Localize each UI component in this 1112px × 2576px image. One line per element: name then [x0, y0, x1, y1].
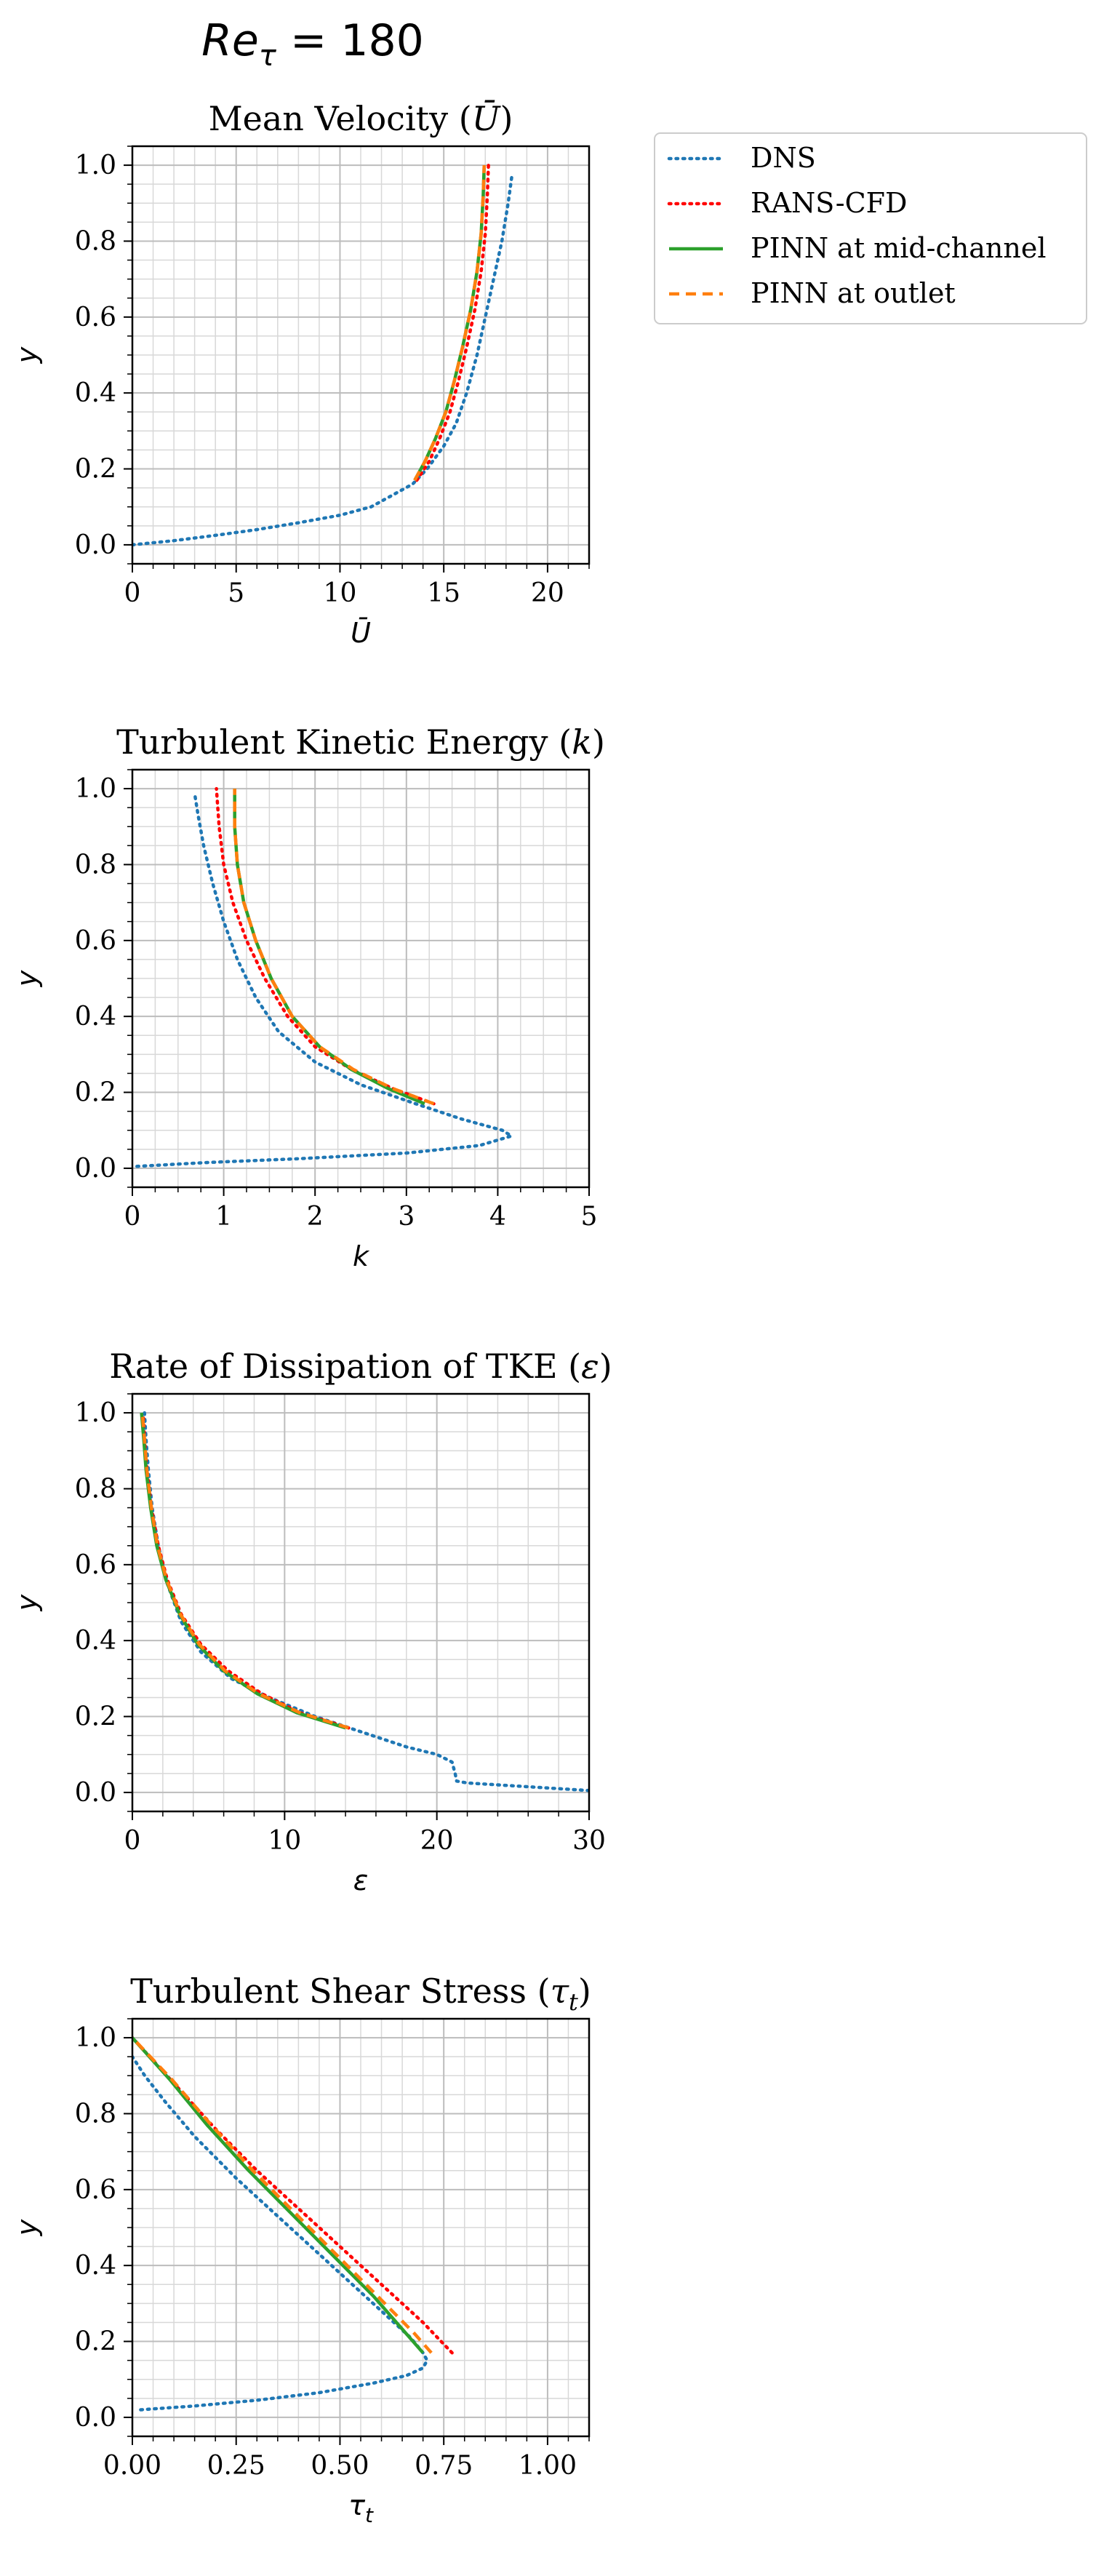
x-axis-label: τt — [348, 2489, 374, 2527]
y-tick-label: 1.0 — [75, 774, 116, 804]
legend-label-4: PINN at outlet — [751, 277, 956, 309]
x-tick-label: 5 — [581, 1202, 598, 1232]
series-layer — [135, 786, 513, 1168]
x-tick-label: 5 — [228, 578, 244, 608]
y-tick-label: 0.6 — [75, 303, 116, 332]
legend-label-1: DNS — [751, 142, 816, 174]
y-tick-label: 0.4 — [75, 1626, 116, 1656]
legend: DNS RANS-CFD PINN at mid-channel PINN at ou… — [654, 132, 1087, 324]
series-line-dns — [132, 171, 514, 547]
series-line-dns — [143, 1411, 589, 1793]
x-tick-label: 10 — [324, 578, 357, 608]
y-axis-label: y — [11, 2219, 43, 2236]
series-line-pinn-at-outlet — [132, 2036, 433, 2354]
x-axis-label: Ū — [351, 617, 371, 649]
chart-title: Turbulent Kinetic Energy (k) — [116, 722, 605, 762]
axes-frame — [131, 768, 591, 1189]
y-tick-label: 0.6 — [75, 1550, 116, 1580]
y-tick-label: 0.2 — [75, 1702, 116, 1732]
x-tick-label: 30 — [572, 1826, 606, 1856]
x-tick-label: 0 — [124, 578, 141, 608]
x-tick-label: 1.00 — [519, 2451, 577, 2481]
y-tick-label: 0.2 — [75, 455, 116, 485]
x-axis-label: ε — [353, 1865, 369, 1897]
minor-gridlines — [127, 2018, 590, 2441]
legend-label-3: PINN at mid-channel — [751, 232, 1047, 264]
series-line-dns — [135, 791, 513, 1168]
y-tick-label: 0.6 — [75, 926, 116, 956]
y-tick-label: 0.8 — [75, 226, 116, 256]
x-tick-label: 15 — [427, 578, 460, 608]
x-tick-label: 0 — [124, 1826, 141, 1856]
axes-frame — [131, 1392, 591, 1813]
x-tick-label: 0.50 — [311, 2451, 369, 2481]
axes-frame — [131, 2017, 591, 2438]
chart-title: Rate of Dissipation of TKE (ε) — [109, 1347, 612, 1386]
figure-suptitle: Reτ = 180 — [201, 15, 424, 73]
x-tick-label: 20 — [531, 578, 564, 608]
x-axis-label: k — [353, 1240, 370, 1272]
series-line-pinn-at-outlet — [413, 165, 487, 482]
y-tick-label: 1.0 — [75, 1398, 116, 1428]
chart-panel-4: 0.00 0.25 0.50 0.75 1.00 0.0 0.2 0.4 0.6 0.8 1.0 Tu… — [11, 1971, 591, 2527]
x-tick-label: 0.25 — [207, 2451, 265, 2481]
series-layer — [132, 163, 514, 547]
legend-label-2: RANS-CFD — [751, 187, 907, 219]
x-tick-label: 1 — [215, 1202, 232, 1232]
y-tick-label: 0.4 — [75, 1002, 116, 1032]
series-line-pinn-at-outlet — [233, 789, 435, 1106]
y-axis-label: y — [11, 346, 43, 364]
minor-gridlines — [127, 145, 590, 569]
y-tick-label: 0.4 — [75, 2251, 116, 2281]
chart-panel-3: 0 10 20 30 0.0 0.2 0.4 0.6 0.8 1.0 Rate of Dissipa… — [11, 1347, 612, 1897]
y-tick-label: 0.0 — [75, 1778, 116, 1808]
y-tick-label: 0.8 — [75, 2099, 116, 2129]
chart-title: Turbulent Shear Stress (τt) — [130, 1971, 591, 2016]
y-axis-label: y — [11, 1594, 43, 1611]
x-tick-label: 4 — [489, 1202, 506, 1232]
chart-title: Mean Velocity (Ū) — [209, 99, 513, 138]
y-tick-label: 0.2 — [75, 1078, 116, 1108]
y-tick-label: 0.4 — [75, 378, 116, 408]
series-layer — [140, 1411, 589, 1793]
legend-frame — [654, 132, 1087, 324]
y-tick-label: 0.8 — [75, 850, 116, 880]
series-line-rans-cfd — [415, 163, 490, 482]
chart-panel-1: 0 5 10 15 20 0.0 0.2 0.4 0.6 0.8 1.0 Mean Velocity … — [11, 99, 591, 649]
y-tick-label: 1.0 — [75, 151, 116, 180]
series-line-rans-cfd — [215, 786, 436, 1106]
x-tick-label: 20 — [420, 1826, 454, 1856]
x-tick-label: 2 — [307, 1202, 324, 1232]
axes-frame — [131, 145, 591, 565]
series-line-pinn-at-mid-channel — [132, 2036, 425, 2354]
y-tick-label: 1.0 — [75, 2023, 116, 2053]
y-tick-label: 0.0 — [75, 1154, 116, 1184]
y-tick-label: 0.6 — [75, 2175, 116, 2205]
x-tick-label: 0.75 — [415, 2451, 473, 2481]
series-layer — [132, 2035, 454, 2412]
x-tick-label: 0 — [124, 1202, 141, 1232]
y-tick-label: 0.2 — [75, 2327, 116, 2357]
y-tick-label: 0.8 — [75, 1474, 116, 1504]
x-tick-label: 10 — [268, 1826, 301, 1856]
x-tick-label: 0.00 — [103, 2451, 161, 2481]
x-tick-label: 3 — [398, 1202, 415, 1232]
y-tick-label: 0.0 — [75, 2403, 116, 2433]
y-axis-label: y — [11, 970, 43, 987]
series-line-pinn-at-outlet — [140, 1412, 349, 1730]
y-tick-label: 0.0 — [75, 530, 116, 560]
